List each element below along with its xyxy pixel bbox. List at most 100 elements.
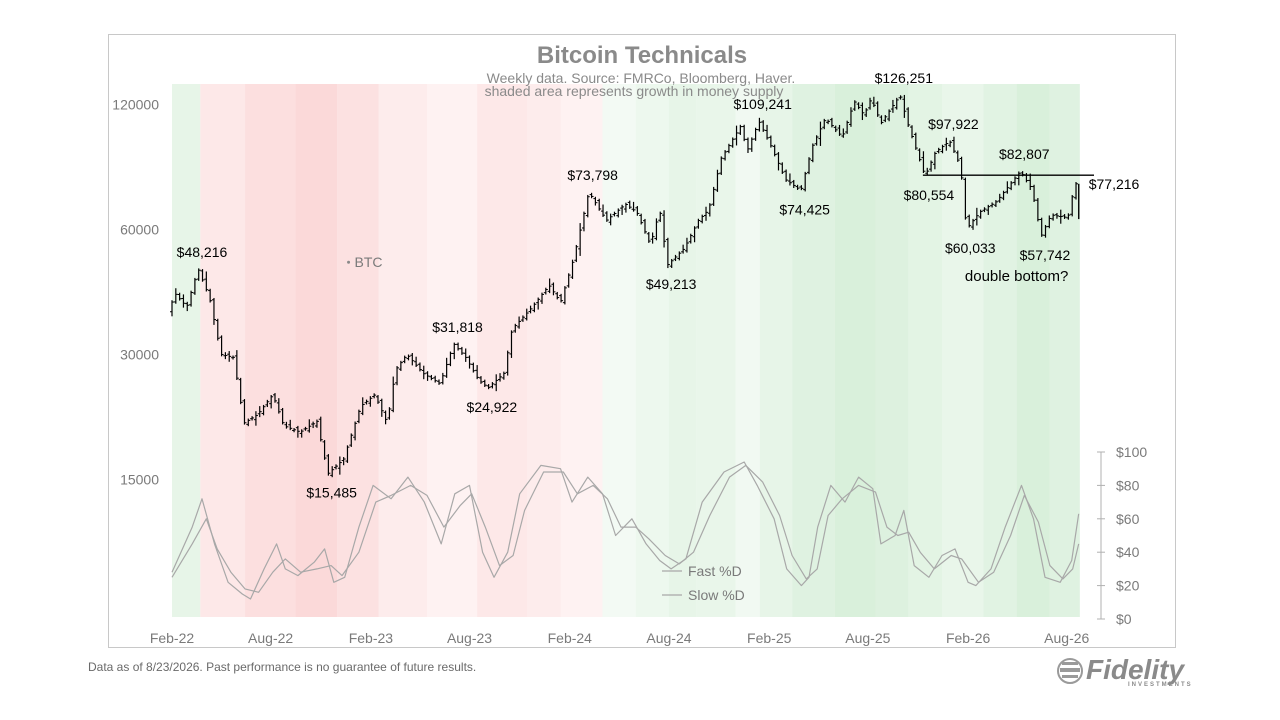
btc-bar	[467, 355, 472, 369]
shade-band-15	[735, 84, 760, 617]
chart-title: Bitcoin Technicals	[537, 42, 747, 69]
btc-bar	[997, 193, 1002, 203]
shade-band-5	[337, 84, 379, 617]
btc-bar	[768, 135, 773, 148]
btc-bar	[585, 194, 590, 218]
btc-bar	[1043, 224, 1048, 238]
btc-bar	[913, 132, 918, 150]
price-label-60033: $60,033	[945, 240, 996, 256]
btc-bar	[314, 419, 319, 428]
btc-bar	[871, 96, 876, 108]
btc-bar	[334, 464, 339, 470]
btc-bar	[738, 124, 743, 135]
btc-bar	[406, 354, 411, 361]
btc-bar	[620, 204, 625, 215]
btc-bar	[559, 293, 564, 303]
btc-bar	[993, 200, 998, 207]
shade-band-16	[759, 84, 793, 617]
btc-bar	[852, 100, 857, 111]
btc-bar	[654, 218, 659, 241]
btc-bar	[1051, 213, 1056, 221]
oscillator-tick-label-40: $40	[1116, 544, 1140, 560]
btc-bar	[574, 244, 579, 263]
x-tick-label-feb-22: Feb-22	[150, 630, 195, 646]
price-label-109241: $109,241	[733, 96, 792, 112]
btc-bar	[757, 117, 762, 132]
btc-bar	[658, 211, 663, 223]
legend-fast-d-label: Fast %D	[688, 563, 742, 579]
shade-band-20	[908, 84, 942, 617]
btc-bar	[349, 433, 354, 447]
btc-bar	[833, 125, 838, 133]
btc-bar	[848, 107, 853, 127]
btc-bar	[517, 316, 522, 329]
btc-bar	[360, 397, 365, 416]
btc-bar	[196, 268, 201, 281]
btc-bar	[299, 429, 304, 438]
btc-bar	[463, 348, 468, 362]
btc-bar	[379, 398, 384, 417]
btc-bar	[490, 382, 495, 389]
shade-band-12	[635, 84, 669, 617]
btc-bar	[375, 395, 380, 404]
price-label-82807: $82,807	[999, 146, 1050, 162]
price-label-15485: $15,485	[306, 485, 357, 501]
btc-bar	[173, 288, 178, 304]
y-tick-label-120000: 120000	[112, 96, 159, 112]
btc-bar	[761, 120, 766, 132]
btc-bar	[326, 454, 331, 476]
price-label-57742: $57,742	[1020, 247, 1071, 263]
btc-bar	[578, 223, 583, 256]
btc-bar	[238, 377, 243, 405]
price-label-80554: $80,554	[904, 187, 955, 203]
btc-bar	[635, 206, 640, 216]
btc-bar	[345, 445, 350, 463]
btc-bar	[669, 258, 674, 268]
shade-band-7	[427, 84, 478, 617]
btc-bar	[265, 399, 270, 408]
shade-band-8	[477, 84, 528, 617]
btc-bar	[604, 211, 609, 222]
btc-bar	[1070, 195, 1075, 217]
btc-bar	[700, 214, 705, 224]
btc-bar	[734, 125, 739, 146]
btc-bar	[627, 200, 632, 209]
shade-band-9	[527, 84, 561, 617]
btc-bar	[726, 143, 731, 154]
btc-bar	[543, 287, 548, 295]
oscillator-tick-label-0: $0	[1116, 611, 1132, 627]
footnote: Data as of 8/23/2026. Past performance i…	[88, 660, 477, 674]
btc-bar	[810, 143, 815, 163]
btc-bar	[799, 185, 804, 191]
btc-bar	[364, 399, 369, 405]
btc-bar	[253, 411, 258, 426]
btc-bar	[242, 399, 247, 425]
btc-bar	[814, 135, 819, 146]
btc-bar	[990, 202, 995, 208]
x-tick-label-aug-23: Aug-23	[447, 630, 492, 646]
btc-bar	[677, 251, 682, 261]
chart-subtitle-line-2: shaded area represents growth in money s…	[485, 83, 784, 99]
btc-bar	[1062, 214, 1067, 219]
btc-bar	[639, 213, 644, 225]
btc-bar	[909, 125, 914, 139]
btc-bar	[1066, 213, 1071, 220]
btc-bar	[707, 203, 712, 217]
btc-bar	[1028, 173, 1033, 191]
btc-bar	[410, 352, 415, 366]
btc-bar	[795, 184, 800, 190]
btc-bar	[250, 416, 255, 421]
btc-bar	[440, 372, 445, 385]
fidelity-logo-wordmark: Fidelity	[1086, 654, 1185, 685]
btc-bar	[864, 108, 869, 117]
btc-bar	[974, 207, 979, 226]
btc-bar	[322, 440, 327, 460]
y-tick-label-15000: 15000	[120, 471, 159, 487]
btc-bar	[555, 291, 560, 300]
btc-bar	[200, 269, 205, 282]
btc-bar	[421, 365, 426, 380]
btc-bar	[536, 297, 541, 310]
btc-bar	[719, 156, 724, 175]
btc-bar	[631, 201, 636, 212]
